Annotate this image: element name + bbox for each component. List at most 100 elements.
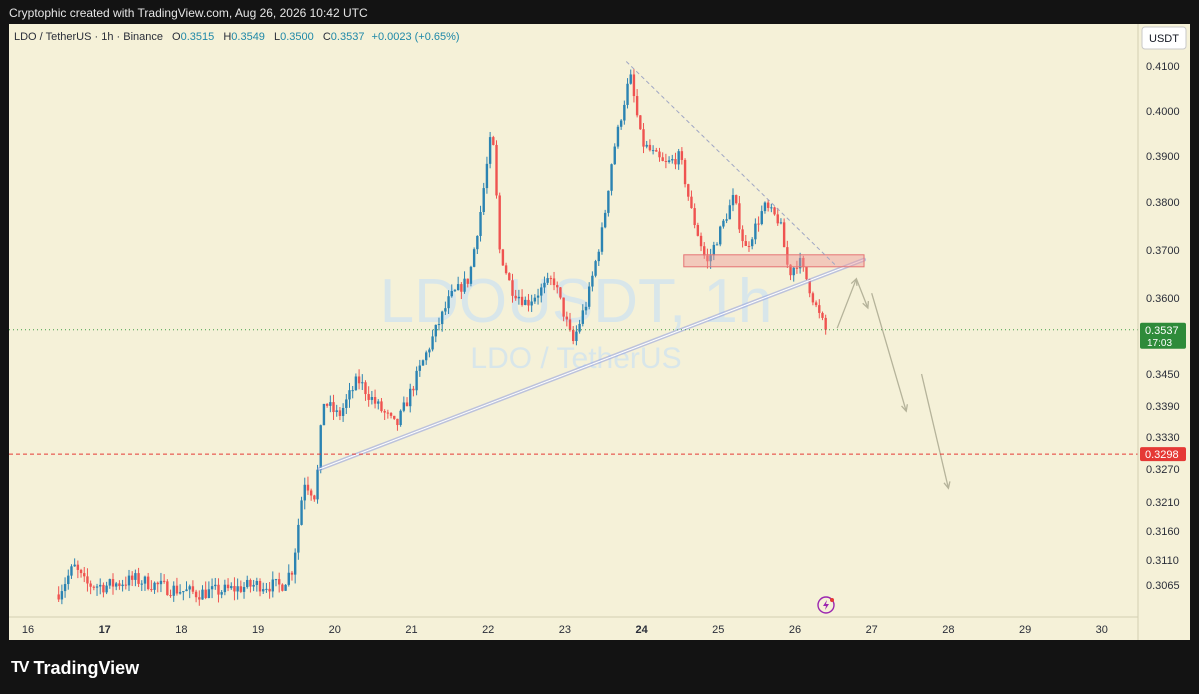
candle <box>265 583 268 593</box>
drawing-annotations[interactable] <box>9 61 1138 490</box>
candle <box>402 396 406 413</box>
candle <box>757 216 760 232</box>
candle <box>568 312 572 332</box>
candle <box>687 183 690 201</box>
candle <box>511 273 514 303</box>
currency-button[interactable]: USDT <box>1141 26 1187 50</box>
candle <box>437 317 441 331</box>
candle <box>428 347 431 358</box>
candle <box>351 385 354 399</box>
chart-pane[interactable] <box>9 24 1190 640</box>
candle <box>415 366 418 396</box>
candle <box>156 581 159 593</box>
legend-open: 0.3515 <box>180 31 215 43</box>
candle <box>63 577 67 598</box>
candle <box>501 248 505 266</box>
candle <box>469 265 473 287</box>
candle <box>632 69 636 103</box>
candle <box>83 566 86 583</box>
price-axis[interactable]: 0.4100 0.4000 0.3900 0.3800 0.3700 0.3600 0.34… <box>1137 24 1186 640</box>
time-axis[interactable]: 16 17 18 19 20 21 22 23 24 25 26 27 28 29 30 <box>9 616 1138 636</box>
candle <box>648 139 652 152</box>
candle <box>146 572 150 591</box>
time-tick-label: 28 <box>942 624 954 636</box>
lightning-icon[interactable] <box>817 596 835 614</box>
ascending-trendline-core <box>319 259 865 470</box>
candle <box>463 271 466 294</box>
candle <box>255 577 259 592</box>
candle <box>482 182 485 215</box>
candle <box>303 477 306 510</box>
candle <box>734 194 738 205</box>
candle <box>393 415 396 420</box>
candle <box>747 241 751 252</box>
candle <box>380 398 383 413</box>
candle <box>536 288 540 305</box>
candle <box>281 583 284 592</box>
candle <box>115 581 118 591</box>
candle <box>134 569 137 587</box>
projection-arrow[interactable] <box>836 277 858 329</box>
candle <box>559 287 562 300</box>
time-tick-label: 30 <box>1096 624 1108 636</box>
candle <box>562 297 565 322</box>
candle <box>798 252 802 274</box>
candle <box>706 248 709 269</box>
candle <box>517 289 521 305</box>
candle <box>140 580 143 591</box>
watermark-ticker: LDOUSDT, 1h <box>380 267 773 336</box>
candle <box>792 266 795 282</box>
time-tick-label: 23 <box>559 624 571 636</box>
candle <box>578 319 581 334</box>
candle <box>370 390 374 405</box>
candle <box>594 259 597 278</box>
candle <box>130 571 134 587</box>
candle <box>233 577 236 601</box>
price-chart[interactable]: LDOUSDT, 1h LDO / TetherUS 0.41000.40000… <box>0 0 1199 640</box>
candle <box>223 579 227 596</box>
candle <box>460 282 463 300</box>
candle <box>664 153 668 169</box>
alert-price-value: 0.3298 <box>1145 449 1179 461</box>
candle <box>520 289 524 307</box>
candle <box>818 299 821 319</box>
candle <box>367 386 370 407</box>
candle <box>377 399 380 410</box>
candle <box>258 578 262 597</box>
candle <box>166 579 169 596</box>
candle <box>399 409 402 427</box>
candlestick-series <box>57 69 827 606</box>
candle <box>456 276 460 291</box>
candle <box>396 418 399 431</box>
candle <box>613 143 616 165</box>
candle <box>153 581 156 594</box>
candle <box>57 586 60 603</box>
projection-arrow[interactable] <box>871 293 909 413</box>
candle <box>770 203 773 213</box>
candle <box>201 585 204 600</box>
candle <box>719 225 722 247</box>
candle <box>552 271 556 291</box>
legend-low-label: L <box>274 31 281 43</box>
candle <box>293 548 297 584</box>
candle <box>418 359 422 377</box>
candle <box>642 123 645 154</box>
candle <box>335 404 338 417</box>
tradingview-wordmark: TradingView <box>33 657 140 678</box>
candle <box>92 585 96 591</box>
candle <box>175 577 179 596</box>
candle <box>722 219 725 229</box>
projection-arrow[interactable] <box>920 373 951 490</box>
time-tick-label: 17 <box>99 624 111 636</box>
time-tick-label: 27 <box>866 624 878 636</box>
descending-resistance-line[interactable] <box>625 61 838 268</box>
resistance-zone[interactable] <box>683 254 865 268</box>
candle <box>389 412 393 419</box>
projection-arrow[interactable] <box>855 278 870 310</box>
candle <box>811 291 815 306</box>
tradingview-logo[interactable]: TV TradingView <box>11 657 139 679</box>
candle <box>169 589 172 598</box>
candle <box>198 590 201 606</box>
candle <box>543 276 546 294</box>
candle <box>332 394 335 420</box>
